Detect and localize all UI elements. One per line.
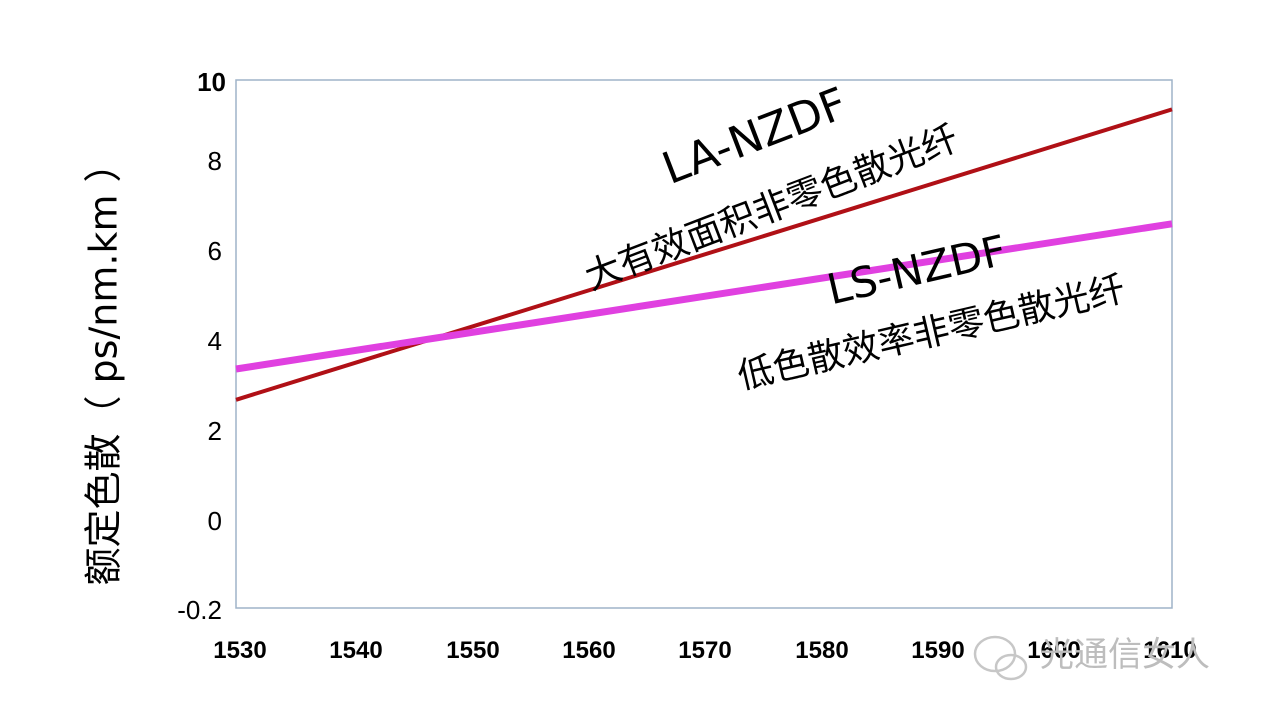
x-tick-label: 1560	[562, 637, 615, 664]
y-tick-label: 6	[208, 236, 222, 266]
y-tick-label: 8	[208, 146, 222, 176]
x-tick-label: 1570	[678, 637, 731, 664]
y-tick-label: 10	[197, 67, 226, 97]
series-layer	[235, 107, 1173, 402]
watermark: 光通信女人	[973, 635, 1210, 681]
x-tick-label: 1590	[911, 637, 964, 664]
watermark-text: 光通信女人	[1040, 635, 1210, 675]
x-tick-label: 1610	[1143, 637, 1196, 664]
y-axis-label: 额定色散（ ps/nm.km ）	[82, 144, 126, 585]
x-tick-label: 1530	[213, 637, 266, 664]
series-line-ls-nzdf	[235, 220, 1173, 373]
y-axis-ticks: 10 8 6 4 2 0 -0.2	[177, 67, 226, 625]
y-tick-label: -0.2	[177, 595, 222, 625]
y-tick-label: 0	[208, 506, 222, 536]
y-tick-label: 4	[208, 326, 222, 356]
series-line-la-nzdf	[235, 107, 1173, 402]
y-tick-label: 2	[208, 416, 222, 446]
x-tick-label: 1540	[329, 637, 382, 664]
x-tick-label: 1600	[1027, 637, 1080, 664]
wechat-icon	[973, 635, 1028, 681]
x-tick-label: 1580	[795, 637, 848, 664]
x-axis-ticks: 1530 1540 1550 1560 1570 1580 1590 1600 …	[213, 637, 1196, 664]
x-tick-label: 1550	[446, 637, 499, 664]
